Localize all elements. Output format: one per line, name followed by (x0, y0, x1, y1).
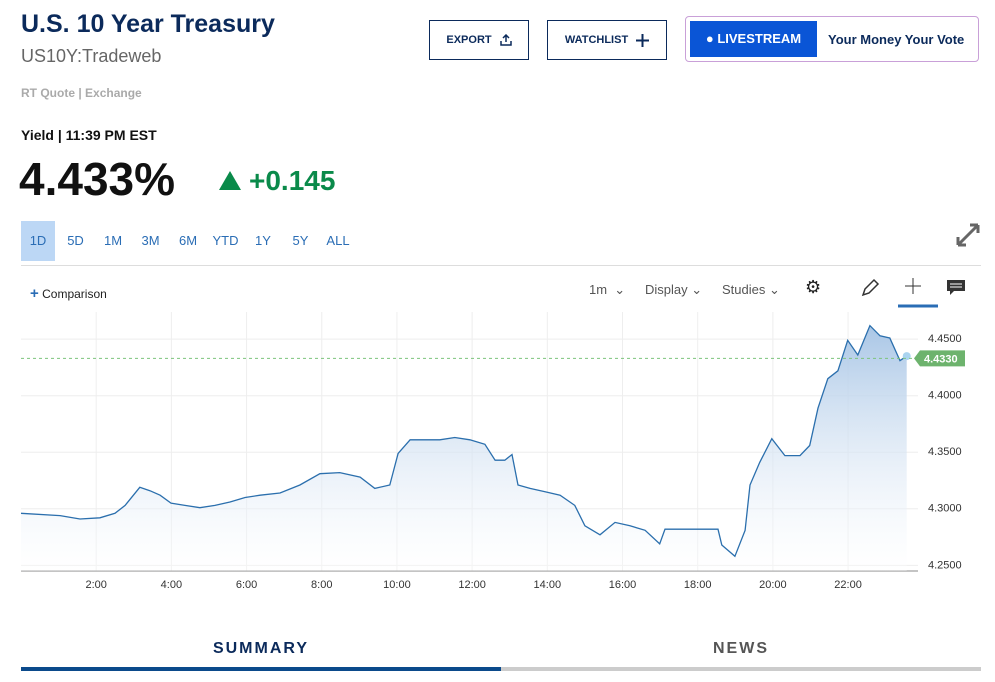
range-tab[interactable]: 1D (21, 221, 55, 261)
x-tick-label: 10:00 (383, 579, 411, 591)
x-tick-label: 18:00 (684, 579, 712, 591)
range-tab[interactable]: ALL (326, 233, 350, 248)
x-tick-label: 4:00 (161, 579, 182, 591)
interval-label: 1m (589, 282, 608, 297)
y-tick-label: 4.2500 (928, 559, 962, 571)
studies-label: Studies (722, 282, 766, 297)
x-tick-label: 6:00 (236, 579, 257, 591)
watchlist-button[interactable]: WATCHLIST (547, 20, 667, 60)
range-tab[interactable]: 3M (141, 233, 160, 248)
plus-icon (636, 33, 650, 47)
display-label: Display (645, 282, 688, 297)
comparison-label: Comparison (42, 287, 107, 301)
symbol: US10Y:Tradeweb (21, 46, 162, 66)
price: 4.433% (19, 153, 176, 205)
divider (21, 265, 981, 266)
quote-source: RT Quote | Exchange (21, 86, 142, 100)
x-tick-label: 22:00 (834, 579, 862, 591)
tab[interactable]: NEWS (713, 640, 769, 657)
tab-underline (501, 667, 981, 671)
x-tick-label: 12:00 (458, 579, 486, 591)
livestream-button[interactable]: ● LIVESTREAM (690, 21, 817, 57)
x-tick-label: 2:00 (85, 579, 106, 591)
quote-label: Yield | 11:39 PM EST (21, 127, 157, 143)
up-arrow (219, 171, 241, 190)
export-label: EXPORT (446, 34, 492, 46)
livestream-banner[interactable]: ● LIVESTREAM Your Money Your Vote (685, 16, 979, 62)
x-tick-label: 14:00 (534, 579, 562, 591)
y-tick-label: 4.4000 (928, 390, 962, 402)
y-tick-label: 4.3000 (928, 503, 962, 515)
title: U.S. 10 Year Treasury (21, 10, 275, 38)
x-tick-label: 8:00 (311, 579, 332, 591)
x-tick-label: 20:00 (759, 579, 787, 591)
tab[interactable]: SUMMARY (212, 640, 310, 657)
watchlist-label: WATCHLIST (564, 34, 629, 46)
interval-menu[interactable]: 1m ⌄ (589, 282, 626, 297)
range-tab[interactable]: 1Y (255, 233, 271, 248)
current-value-label: 4.4330 (924, 353, 958, 365)
y-tick-label: 4.3500 (928, 446, 962, 458)
y-tick-label: 4.4500 (928, 333, 962, 345)
promo-text: Your Money Your Vote (828, 32, 965, 47)
crosshair-icon[interactable] (898, 276, 938, 308)
export-button[interactable]: EXPORT (429, 20, 529, 60)
current-value-tag (914, 350, 965, 367)
range-tab[interactable]: YTD (212, 233, 239, 248)
export-icon (499, 34, 512, 46)
line (20, 324, 908, 558)
change: +0.145 (249, 165, 336, 196)
tab-underline (21, 667, 501, 671)
range-tab[interactable]: 6M (178, 233, 198, 248)
x-tick-label: 16:00 (609, 579, 637, 591)
range-tab[interactable]: 5D (67, 233, 84, 248)
comparison-button[interactable]: + Comparison (30, 285, 107, 302)
comment-icon[interactable] (946, 279, 966, 297)
draw-icon[interactable] (860, 278, 880, 298)
expand-icon[interactable] (955, 222, 981, 248)
livestream-label: LIVESTREAM (717, 31, 802, 46)
range-tab[interactable]: 5Y (292, 233, 309, 248)
last-point (902, 352, 911, 361)
studies-menu[interactable]: Studies ⌄ (722, 282, 780, 297)
area-fill (21, 325, 907, 571)
range-tab[interactable]: 1M (103, 233, 123, 248)
settings-icon[interactable]: ⚙ (805, 277, 822, 297)
display-menu[interactable]: Display ⌄ (645, 282, 703, 297)
